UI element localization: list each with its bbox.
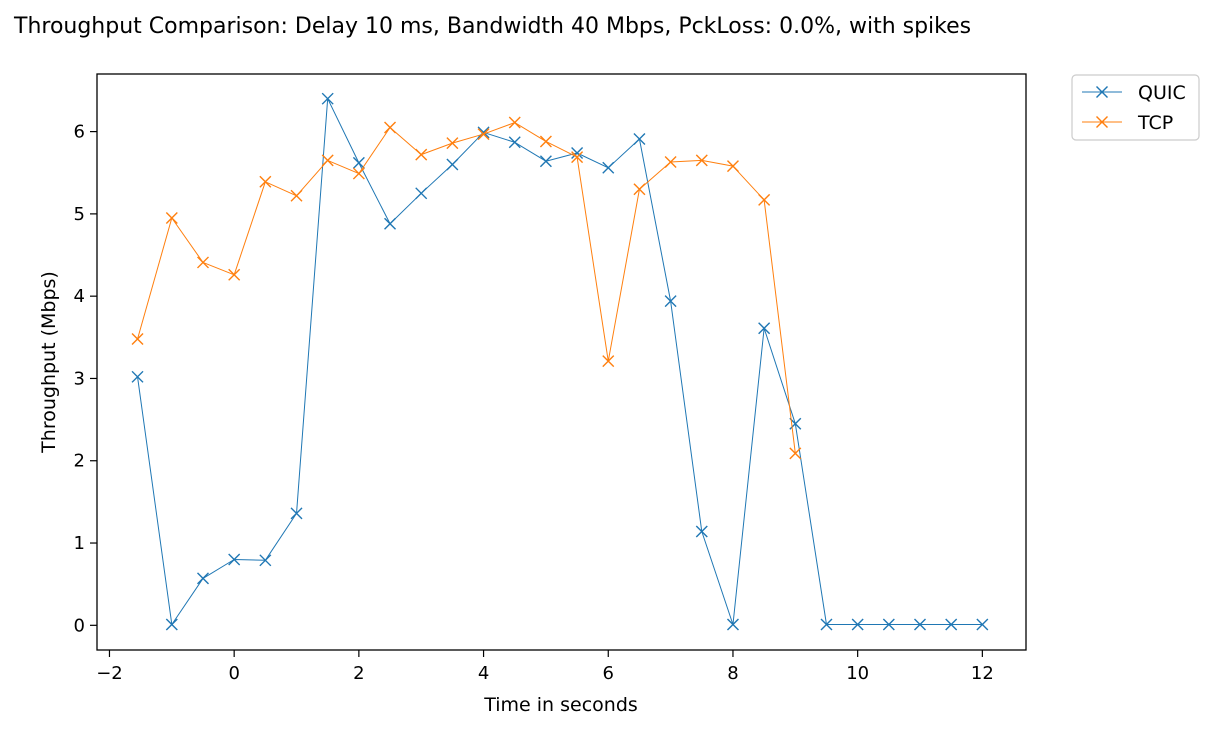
y-tick-label: 4: [74, 286, 85, 307]
legend-entry-quic: QUIC: [1082, 82, 1186, 104]
data-point-tcp: [290, 189, 303, 202]
data-point-tcp: [571, 151, 584, 164]
y-tick-label: 0: [74, 615, 85, 636]
data-point-quic: [602, 161, 615, 174]
data-point-tcp: [758, 193, 771, 206]
plot-area-frame: [96, 73, 1027, 651]
x-tick-label: 8: [727, 663, 738, 684]
data-point-tcp: [789, 447, 802, 460]
data-point-quic: [726, 618, 739, 631]
chart-title: Throughput Comparison: Delay 10 ms, Band…: [13, 14, 971, 39]
data-point-tcp: [633, 183, 646, 196]
x-tick-label: 12: [971, 663, 994, 684]
data-point-quic: [571, 146, 584, 159]
data-point-tcp: [602, 355, 615, 368]
x-tick-label: −2: [96, 663, 123, 684]
data-point-quic: [882, 618, 895, 631]
data-point-tcp: [726, 160, 739, 173]
y-tick-label: 5: [74, 204, 85, 225]
legend-label-quic: QUIC: [1138, 82, 1186, 104]
data-point-tcp: [196, 256, 209, 269]
y-tick-label: 2: [74, 451, 85, 472]
y-axis-label: Throughput (Mbps): [38, 271, 60, 454]
data-point-quic: [820, 618, 833, 631]
data-point-tcp: [664, 156, 677, 169]
x-tick-label: 6: [603, 663, 614, 684]
data-point-quic: [758, 322, 771, 335]
data-point-tcp: [695, 154, 708, 167]
series-quic: [131, 92, 989, 631]
data-point-tcp: [384, 121, 397, 134]
legend-marker-quic: [1096, 86, 1108, 98]
data-point-quic: [165, 618, 178, 631]
data-point-quic: [976, 618, 989, 631]
data-point-quic: [131, 370, 144, 383]
x-tick-label: 0: [228, 663, 239, 684]
series-line-quic: [137, 98, 983, 625]
data-point-quic: [228, 553, 241, 566]
data-point-quic: [259, 554, 272, 567]
data-point-quic: [446, 158, 459, 171]
data-point-quic: [914, 618, 927, 631]
data-point-quic: [539, 155, 552, 168]
data-point-quic: [290, 507, 303, 520]
series-line-tcp: [137, 122, 796, 454]
data-point-quic: [633, 133, 646, 146]
y-tick-label: 1: [74, 533, 85, 554]
data-point-quic: [384, 217, 397, 230]
series-tcp: [131, 116, 802, 460]
data-point-quic: [508, 136, 521, 149]
data-point-quic: [477, 126, 490, 139]
data-point-tcp: [352, 167, 365, 180]
data-point-quic: [196, 572, 209, 585]
x-tick-label: 4: [478, 663, 489, 684]
x-axis-ticks: −2 0 2 4 6 8 10 12: [96, 650, 994, 684]
legend: QUIC TCP: [1071, 74, 1200, 141]
data-point-tcp: [131, 332, 144, 345]
data-point-quic: [695, 525, 708, 538]
data-point-tcp: [508, 116, 521, 129]
data-point-quic: [321, 92, 334, 105]
y-axis-ticks: 0 1 2 3 4 5 6: [74, 122, 97, 636]
x-axis-label: Time in seconds: [483, 694, 638, 716]
data-point-tcp: [477, 128, 490, 141]
data-point-tcp: [165, 212, 178, 224]
data-point-quic: [664, 295, 677, 308]
data-point-quic: [945, 618, 958, 631]
data-point-quic: [851, 618, 864, 631]
legend-entry-tcp: TCP: [1082, 112, 1173, 134]
data-point-tcp: [539, 135, 552, 148]
data-point-quic: [352, 156, 365, 169]
data-point-tcp: [446, 137, 459, 150]
legend-label-tcp: TCP: [1137, 112, 1173, 134]
data-point-quic: [415, 187, 428, 200]
legend-marker-tcp: [1096, 116, 1108, 128]
data-point-tcp: [259, 175, 272, 188]
y-tick-label: 6: [74, 122, 85, 143]
data-point-tcp: [321, 154, 334, 167]
y-tick-label: 3: [74, 368, 85, 389]
x-tick-label: 2: [353, 663, 364, 684]
series-layer: [131, 92, 989, 631]
x-tick-label: 10: [846, 663, 869, 684]
data-point-tcp: [228, 268, 241, 281]
data-point-tcp: [415, 148, 428, 161]
